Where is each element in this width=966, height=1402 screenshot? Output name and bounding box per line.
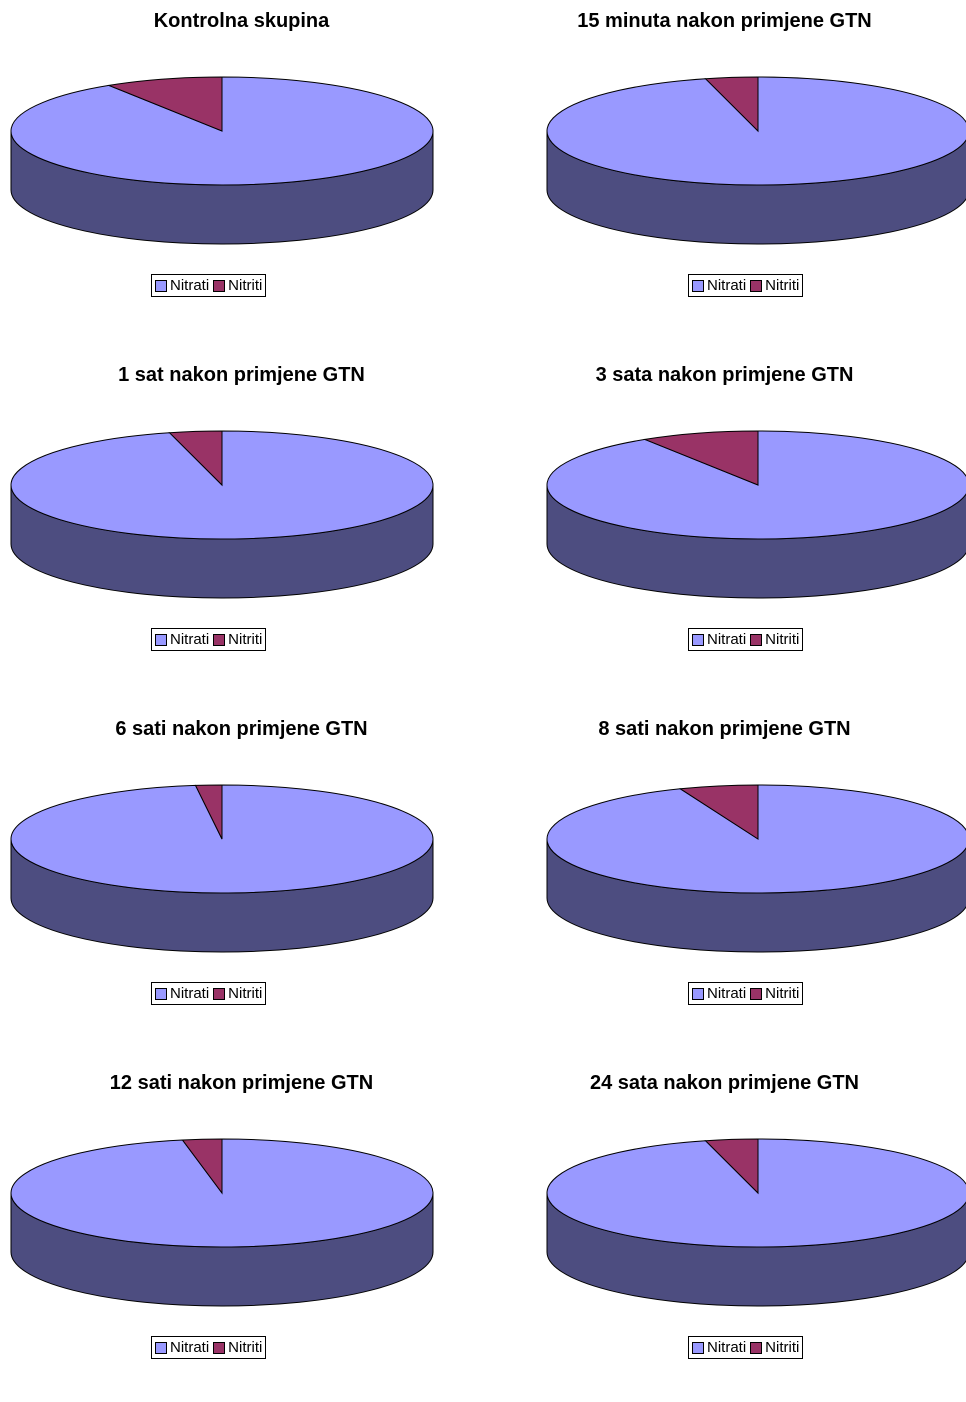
pie-chart-panel: 1 sat nakon primjene GTN Nitrati Nitriti <box>0 354 483 694</box>
pie-slice-nitriti <box>194 784 223 840</box>
legend-label-nitrati: Nitrati <box>707 277 747 294</box>
legend-item-nitrati: Nitrati <box>155 277 209 294</box>
pie-slice-nitrati <box>546 1138 966 1248</box>
pie-slice-nitriti <box>168 430 223 487</box>
legend-label-nitriti: Nitriti <box>765 985 800 1002</box>
pie-slice-nitrati <box>546 76 966 186</box>
legend-label-nitriti: Nitriti <box>228 631 263 648</box>
legend-label-nitriti: Nitriti <box>765 1339 800 1356</box>
chart-title: 6 sati nakon primjene GTN <box>115 718 368 740</box>
legend-item-nitrati: Nitrati <box>155 985 209 1002</box>
legend-item-nitriti: Nitriti <box>213 985 262 1002</box>
chart-title: 12 sati nakon primjene GTN <box>109 1072 374 1094</box>
legend-label-nitrati: Nitrati <box>170 1339 210 1356</box>
pie-chart <box>10 430 434 599</box>
chart-legend: Nitrati Nitriti <box>151 274 267 297</box>
chart-legend: Nitrati Nitriti <box>688 1336 804 1359</box>
pie-chart-panel: 12 sati nakon primjene GTN Nitrati Nitri… <box>0 1062 483 1402</box>
legend-label-nitriti: Nitriti <box>228 985 263 1002</box>
swatch-nitrati <box>155 279 167 292</box>
pie-chart-panel: 6 sati nakon primjene GTN Nitrati Nitrit… <box>0 708 483 1048</box>
chart-title: 15 minuta nakon primjene GTN <box>577 10 872 32</box>
legend-item-nitriti: Nitriti <box>750 631 799 648</box>
swatch-nitriti <box>750 633 763 646</box>
chart-legend: Nitrati Nitriti <box>151 1336 267 1359</box>
legend-item-nitrati: Nitrati <box>692 631 746 648</box>
chart-title: 8 sati nakon primjene GTN <box>598 718 851 740</box>
legend-item-nitriti: Nitriti <box>750 985 799 1002</box>
swatch-nitrati <box>155 633 167 646</box>
pie-chart <box>10 784 434 953</box>
swatch-nitriti <box>213 279 226 292</box>
pie-chart <box>546 430 966 599</box>
pie-slice-nitriti <box>704 1138 759 1195</box>
swatch-nitriti <box>750 1341 763 1354</box>
pie-chart <box>10 76 434 245</box>
pie-slice-nitriti <box>678 784 759 840</box>
legend-label-nitriti: Nitriti <box>765 277 800 294</box>
legend-label-nitrati: Nitrati <box>170 985 210 1002</box>
legend-item-nitriti: Nitriti <box>213 631 262 648</box>
pie-slice-nitrati <box>546 430 966 540</box>
legend-item-nitrati: Nitrati <box>692 277 746 294</box>
legend-item-nitrati: Nitrati <box>692 985 746 1002</box>
swatch-nitriti <box>750 987 763 1000</box>
swatch-nitrati <box>692 987 704 1000</box>
legend-label-nitrati: Nitrati <box>707 631 747 648</box>
legend-label-nitriti: Nitriti <box>228 277 263 294</box>
chart-legend: Nitrati Nitriti <box>151 982 267 1005</box>
pie-slice-nitriti <box>643 430 759 486</box>
pie-slice-nitrati <box>546 784 966 894</box>
pie-chart <box>546 784 966 953</box>
legend-label-nitrati: Nitrati <box>170 631 210 648</box>
legend-item-nitriti: Nitriti <box>213 1339 262 1356</box>
legend-item-nitrati: Nitrati <box>692 1339 746 1356</box>
pie-chart-panel: 3 sata nakon primjene GTN Nitrati Nitrit… <box>483 354 966 694</box>
legend-item-nitriti: Nitriti <box>750 277 799 294</box>
chart-legend: Nitrati Nitriti <box>688 274 804 297</box>
swatch-nitrati <box>155 1341 167 1354</box>
legend-item-nitrati: Nitrati <box>155 1339 209 1356</box>
pie-chart-panel: 15 minuta nakon primjene GTN Nitrati Nit… <box>483 0 966 340</box>
legend-item-nitriti: Nitriti <box>213 277 262 294</box>
swatch-nitriti <box>213 633 226 646</box>
swatch-nitriti <box>213 987 226 1000</box>
chart-title: Kontrolna skupina <box>153 10 330 32</box>
pie-chart-panel: 8 sati nakon primjene GTN Nitrati Nitrit… <box>483 708 966 1048</box>
pie-chart-panel: 24 sata nakon primjene GTN Nitrati Nitri… <box>483 1062 966 1402</box>
pie-slice-nitriti <box>107 76 223 132</box>
chart-title: 24 sata nakon primjene GTN <box>590 1072 859 1094</box>
legend-label-nitrati: Nitrati <box>707 1339 747 1356</box>
chart-title: 3 sata nakon primjene GTN <box>595 364 854 386</box>
swatch-nitrati <box>692 1341 704 1354</box>
chart-title: 1 sat nakon primjene GTN <box>118 364 365 386</box>
pie-chart <box>546 76 966 245</box>
swatch-nitrati <box>155 987 167 1000</box>
pie-chart-panel: Kontrolna skupina Nitrati Nitriti <box>0 0 483 340</box>
legend-item-nitrati: Nitrati <box>155 631 209 648</box>
chart-legend: Nitrati Nitriti <box>151 628 267 651</box>
swatch-nitrati <box>692 279 704 292</box>
pie-chart <box>546 1138 966 1307</box>
legend-label-nitriti: Nitriti <box>765 631 800 648</box>
legend-label-nitriti: Nitriti <box>228 1339 263 1356</box>
legend-label-nitrati: Nitrati <box>170 277 210 294</box>
swatch-nitriti <box>213 1341 226 1354</box>
chart-legend: Nitrati Nitriti <box>688 982 804 1005</box>
legend-label-nitrati: Nitrati <box>707 985 747 1002</box>
pie-slice-nitriti <box>704 76 759 133</box>
swatch-nitriti <box>750 279 763 292</box>
legend-item-nitriti: Nitriti <box>750 1339 799 1356</box>
swatch-nitrati <box>692 633 704 646</box>
chart-legend: Nitrati Nitriti <box>688 628 804 651</box>
pie-chart <box>10 1138 434 1307</box>
pie-slice-nitriti <box>181 1138 223 1195</box>
